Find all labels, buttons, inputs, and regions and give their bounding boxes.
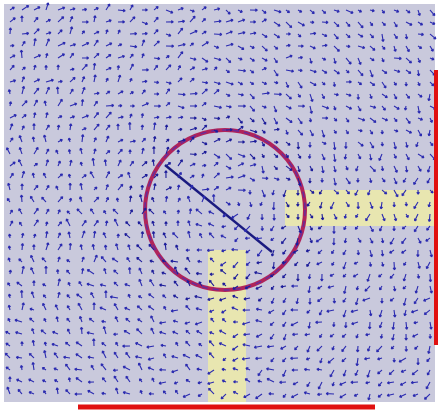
page: (() => { const data = JSON.parse(documen… <box>0 0 439 410</box>
vector-field-view <box>0 0 439 410</box>
vertical-channel <box>208 250 246 402</box>
horizontal-channel <box>285 190 435 226</box>
